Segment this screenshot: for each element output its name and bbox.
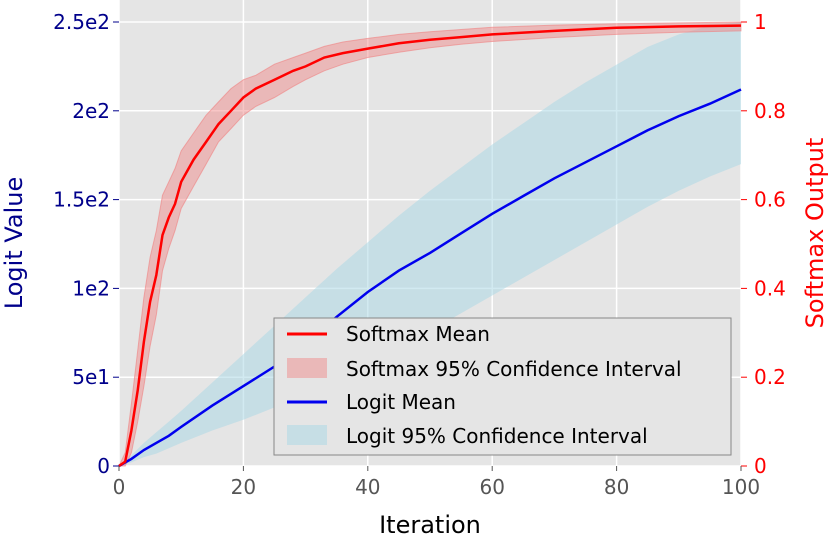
x-tick-label-1: 20: [231, 475, 256, 499]
x-axis-ticks: 0 20 40 60 80 100: [113, 466, 760, 499]
series-lines: [118, 24, 742, 468]
left-axis-label: Logit Value: [0, 177, 28, 309]
legend-label-softmax-ci: Softmax 95% Confidence Interval: [346, 357, 682, 381]
left-tick-label-1: 5e1: [72, 365, 110, 389]
logit-mean-line: [118, 88, 742, 468]
legend-label-logit-ci: Logit 95% Confidence Interval: [346, 424, 648, 448]
legend-label-logit-mean: Logit Mean: [346, 390, 456, 414]
right-tick-label-5: 1: [754, 10, 767, 34]
x-tick-label-0: 0: [113, 475, 126, 499]
right-tick-label-0: 0: [754, 454, 767, 478]
softmax-mean-line: [118, 24, 742, 468]
right-axis-label: Softmax Output: [801, 138, 829, 329]
right-axis-ticks: 0 0.2 0.4 0.6 0.8 1: [741, 10, 786, 478]
legend: Softmax Mean Softmax 95% Confidence Inte…: [273, 317, 732, 456]
left-tick-label-0: 0: [97, 454, 110, 478]
x-tick-label-5: 100: [722, 475, 760, 499]
x-axis-label: Iteration: [379, 511, 481, 539]
legend-swatch-logit-ci: [287, 425, 327, 445]
right-tick-label-2: 0.4: [754, 276, 786, 300]
left-tick-label-3: 1.5e2: [53, 188, 110, 212]
left-tick-label-5: 2.5e2: [53, 10, 110, 34]
x-tick-label-3: 60: [479, 475, 504, 499]
legend-box: [273, 317, 732, 456]
right-tick-label-4: 0.8: [754, 99, 786, 123]
left-tick-label-4: 2e2: [72, 99, 110, 123]
x-tick-label-2: 40: [355, 475, 380, 499]
left-axis-ticks: 0 5e1 1e2 1.5e2 2e2 2.5e2: [53, 10, 119, 478]
legend-swatch-softmax-ci: [287, 358, 327, 378]
legend-label-softmax-mean: Softmax Mean: [346, 322, 490, 346]
right-tick-label-1: 0.2: [754, 365, 786, 389]
left-tick-label-2: 1e2: [72, 276, 110, 300]
right-tick-label-3: 0.6: [754, 188, 786, 212]
x-tick-label-4: 80: [604, 475, 629, 499]
